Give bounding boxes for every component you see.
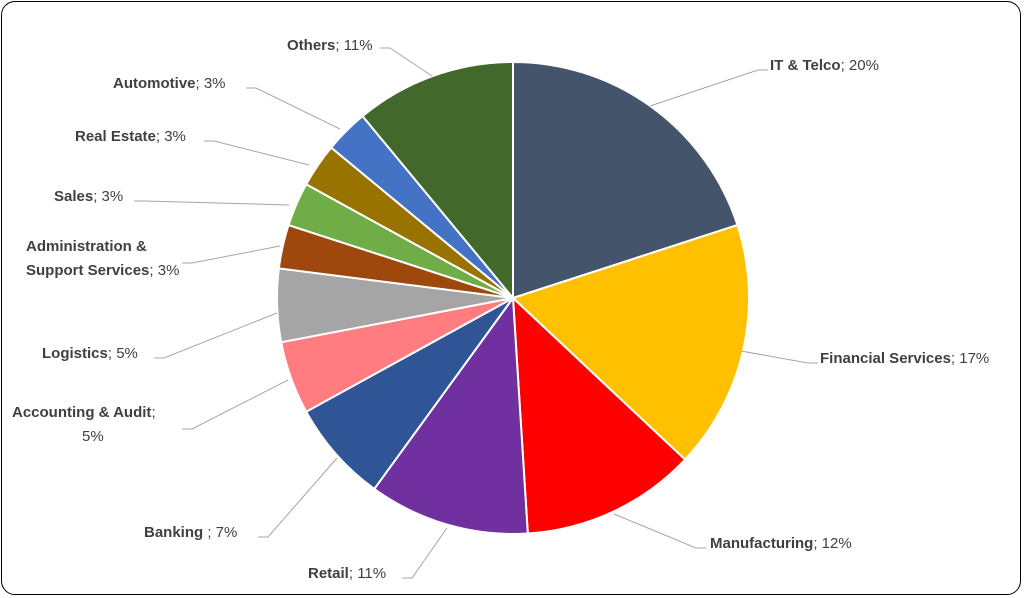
data-label-value: 5% xyxy=(82,428,104,445)
data-label-value: ; 12% xyxy=(813,535,851,552)
data-label: Logistics; 5% xyxy=(42,345,138,362)
data-label-value: ; 20% xyxy=(841,57,879,74)
pie-slice-manufacturing xyxy=(511,295,687,535)
leader-line xyxy=(154,312,278,359)
data-label: Accounting & Audit; 5% xyxy=(12,404,156,445)
pie-slices xyxy=(276,60,750,535)
data-label: Others; 11% xyxy=(287,37,373,54)
data-label-value: ; 11% xyxy=(349,565,386,582)
pie-slice-financial-services xyxy=(511,223,750,461)
data-label-category: Automotive xyxy=(113,75,196,92)
data-label-value: ; 3% xyxy=(93,188,123,205)
data-label-category: Others xyxy=(287,37,335,54)
data-label-value: ; 5% xyxy=(108,345,138,362)
data-label-category: Financial Services xyxy=(820,350,951,367)
leader-line xyxy=(182,379,289,430)
leader-line xyxy=(740,350,818,364)
data-label-category: Support Services xyxy=(26,262,149,279)
leader-line xyxy=(258,457,338,538)
data-label: Automotive; 3% xyxy=(113,75,226,92)
data-label-category: Accounting & Audit xyxy=(12,404,151,421)
data-label-category: IT & Telco xyxy=(770,57,841,74)
data-label-category: Sales xyxy=(54,188,93,205)
data-label-category: Manufacturing xyxy=(710,535,813,552)
data-label: Manufacturing; 12% xyxy=(710,535,852,552)
data-label: Administration & Support Services; 3% xyxy=(26,238,179,279)
leader-line xyxy=(182,245,281,264)
pie-slice-banking xyxy=(304,297,514,491)
data-label-value: ; xyxy=(151,404,155,421)
leader-line xyxy=(649,69,768,107)
data-label-category: Real Estate xyxy=(75,128,156,145)
leader-line xyxy=(613,513,706,549)
pie-slice-retail xyxy=(372,295,529,535)
leader-line xyxy=(402,527,448,579)
data-label-category: Retail xyxy=(308,565,349,582)
data-label: Banking ; 7% xyxy=(144,524,237,541)
data-label-value: ; 7% xyxy=(207,524,237,541)
data-label-value: ; 17% xyxy=(951,350,989,367)
leader-line xyxy=(134,200,290,206)
data-label-value: ; 3% xyxy=(196,75,226,92)
pie-slice-it-telco xyxy=(512,60,739,300)
pie-slice-others xyxy=(361,60,514,301)
data-label: IT & Telco; 20% xyxy=(770,57,879,74)
data-label-category: Administration & xyxy=(26,238,147,255)
data-label-value: ; 3% xyxy=(149,262,179,279)
leader-line xyxy=(204,140,310,166)
data-label: Retail; 11% xyxy=(308,565,386,582)
data-labels: IT & Telco; 20% Financial Services; 17% Ma… xyxy=(12,37,989,582)
leader-line xyxy=(380,47,433,77)
leader-line xyxy=(246,87,341,130)
data-label-value: ; 3% xyxy=(156,128,186,145)
data-label-category: Banking xyxy=(144,524,207,541)
data-label-category: Logistics xyxy=(42,345,108,362)
data-label: Financial Services; 17% xyxy=(820,350,989,367)
data-label: Sales; 3% xyxy=(54,188,123,205)
leader-lines xyxy=(134,47,818,579)
data-label: Real Estate; 3% xyxy=(75,128,186,145)
data-label-value: ; 11% xyxy=(335,37,372,54)
